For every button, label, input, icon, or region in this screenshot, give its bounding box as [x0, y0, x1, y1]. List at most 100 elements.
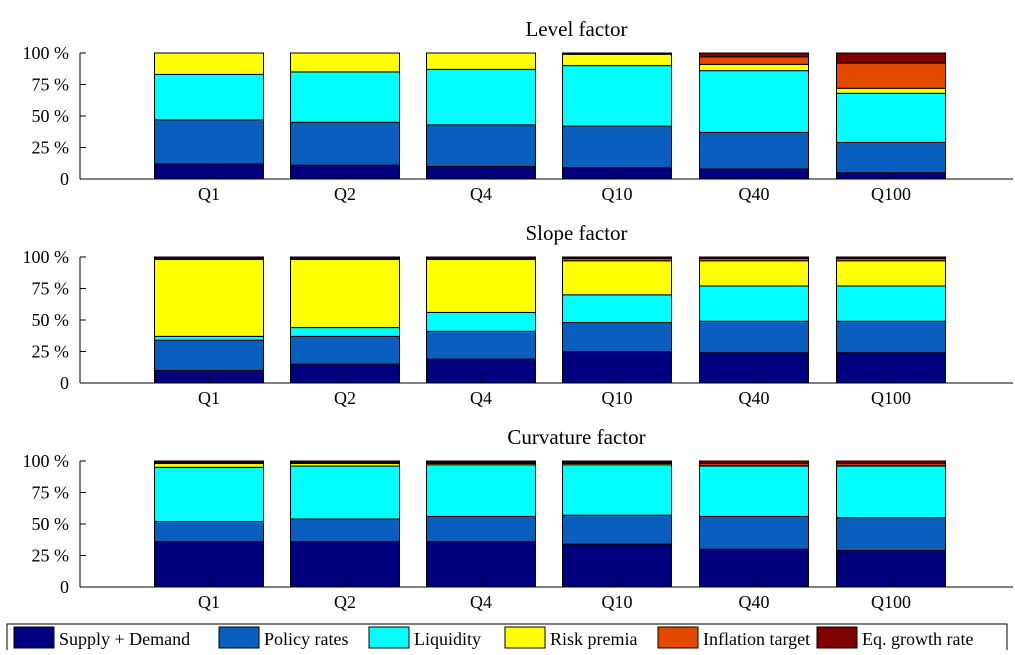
- bar-segment: [154, 119, 264, 165]
- y-tick-label: 100 %: [23, 451, 70, 471]
- bar-segment: [426, 460, 536, 463]
- bar-segment: [836, 87, 946, 94]
- x-tick-label: Q2: [334, 388, 356, 408]
- bar-segment: [426, 515, 536, 543]
- x-tick-label: Q10: [602, 388, 633, 408]
- bar-segment: [836, 260, 946, 287]
- y-tick-label: 25 %: [32, 138, 70, 158]
- bar-segment: [836, 460, 946, 465]
- legend-swatch: [368, 626, 410, 649]
- bar-segment: [699, 260, 809, 287]
- y-tick-label: 0: [60, 169, 69, 189]
- legend-swatch: [657, 626, 699, 649]
- chart-panel-3: Curvature factor Q1 Q2 Q4 Q10 Q40 Q100 0 25 % 50 …: [23, 425, 1013, 612]
- bar-segment: [154, 339, 264, 371]
- bar-segment: [836, 352, 946, 384]
- y-tick-label: 25 %: [32, 546, 70, 566]
- legend-label: Supply + Demand: [59, 629, 190, 649]
- legend-swatch: [816, 626, 858, 649]
- bar-segment: [290, 256, 400, 259]
- bar-segment: [699, 515, 809, 550]
- bar-segment: [426, 259, 536, 313]
- bar-segment: [154, 73, 264, 121]
- bar-segment: [154, 256, 264, 259]
- chart-title: Level factor: [525, 17, 627, 41]
- x-tick-label: Q100: [871, 592, 911, 612]
- y-tick-label: 75 %: [32, 75, 70, 95]
- bar-segment: [699, 63, 809, 72]
- bar-segment: [154, 541, 264, 588]
- x-tick-label: Q1: [198, 184, 220, 204]
- bar-segment: [154, 520, 264, 543]
- bar-segment: [426, 541, 536, 588]
- y-tick-label: 100 %: [23, 43, 70, 63]
- bar-segment: [699, 465, 809, 517]
- y-tick-label: 0: [60, 577, 69, 597]
- x-tick-label: Q4: [470, 388, 492, 408]
- legend-label: Eq. growth rate: [862, 629, 973, 649]
- bar-segment: [290, 335, 400, 365]
- bar-segment: [290, 71, 400, 123]
- legend-label: Policy rates: [264, 629, 348, 649]
- legend-swatch: [504, 626, 546, 649]
- bar-segment: [836, 92, 946, 143]
- y-tick-label: 50 %: [32, 106, 70, 126]
- bar-segment: [426, 68, 536, 126]
- bar-segment: [699, 320, 809, 354]
- bar-segment: [426, 256, 536, 259]
- bar-segment: [562, 460, 672, 463]
- bar-segment: [154, 466, 264, 522]
- bar-segment: [836, 256, 946, 259]
- y-tick-label: 75 %: [32, 279, 70, 299]
- bar-segment: [699, 285, 809, 322]
- bar-segment: [290, 327, 400, 337]
- bar-segment: [562, 65, 672, 127]
- y-tick-label: 75 %: [32, 483, 70, 503]
- bar-segment: [290, 460, 400, 463]
- legend-item: Eq. growth rate: [816, 626, 973, 649]
- bar-segment: [699, 256, 809, 259]
- bar-segment: [426, 311, 536, 332]
- x-tick-label: Q40: [739, 388, 770, 408]
- bar-segment: [836, 465, 946, 519]
- bar-segment: [836, 285, 946, 322]
- bar-segment: [426, 464, 536, 517]
- bar-segment: [562, 260, 672, 296]
- bar-segment: [836, 52, 946, 64]
- bar-segment: [699, 56, 809, 65]
- bar-segment: [699, 131, 809, 170]
- chart-panel-2: Slope factor Q1 Q2 Q4 Q10 Q40 Q100 0 25 % 50 % 75 …: [23, 221, 1013, 408]
- bar-segment: [562, 543, 672, 588]
- legend-label: Risk premia: [550, 629, 638, 649]
- bar-segment: [562, 256, 672, 259]
- legend-item: Liquidity: [368, 626, 481, 649]
- legend: Supply + Demand Policy rates Liquidity Risk…: [6, 623, 1008, 652]
- bar-segment: [562, 294, 672, 324]
- legend-item: Supply + Demand: [13, 626, 190, 649]
- y-tick-label: 0: [60, 373, 69, 393]
- bar-segment: [699, 352, 809, 384]
- x-tick-label: Q4: [470, 592, 492, 612]
- bar-segment: [154, 463, 264, 468]
- bar-segment: [426, 52, 536, 70]
- bar-segment: [562, 52, 672, 55]
- x-tick-label: Q2: [334, 184, 356, 204]
- y-tick-label: 100 %: [23, 247, 70, 267]
- bar-segment: [562, 514, 672, 545]
- bar-segment: [290, 259, 400, 329]
- bar-segment: [154, 335, 264, 341]
- bar-segment: [699, 460, 809, 465]
- x-tick-label: Q2: [334, 592, 356, 612]
- y-tick-label: 50 %: [32, 310, 70, 330]
- bar-segment: [836, 549, 946, 588]
- chart-title: Slope factor: [525, 221, 627, 245]
- bar-segment: [290, 518, 400, 543]
- legend-item: Policy rates: [218, 626, 348, 649]
- x-tick-label: Q10: [602, 592, 633, 612]
- x-tick-label: Q100: [871, 388, 911, 408]
- bar-segment: [290, 121, 400, 166]
- legend-label: Inflation target: [703, 629, 810, 649]
- bar-segment: [836, 62, 946, 89]
- bar-segment: [154, 460, 264, 463]
